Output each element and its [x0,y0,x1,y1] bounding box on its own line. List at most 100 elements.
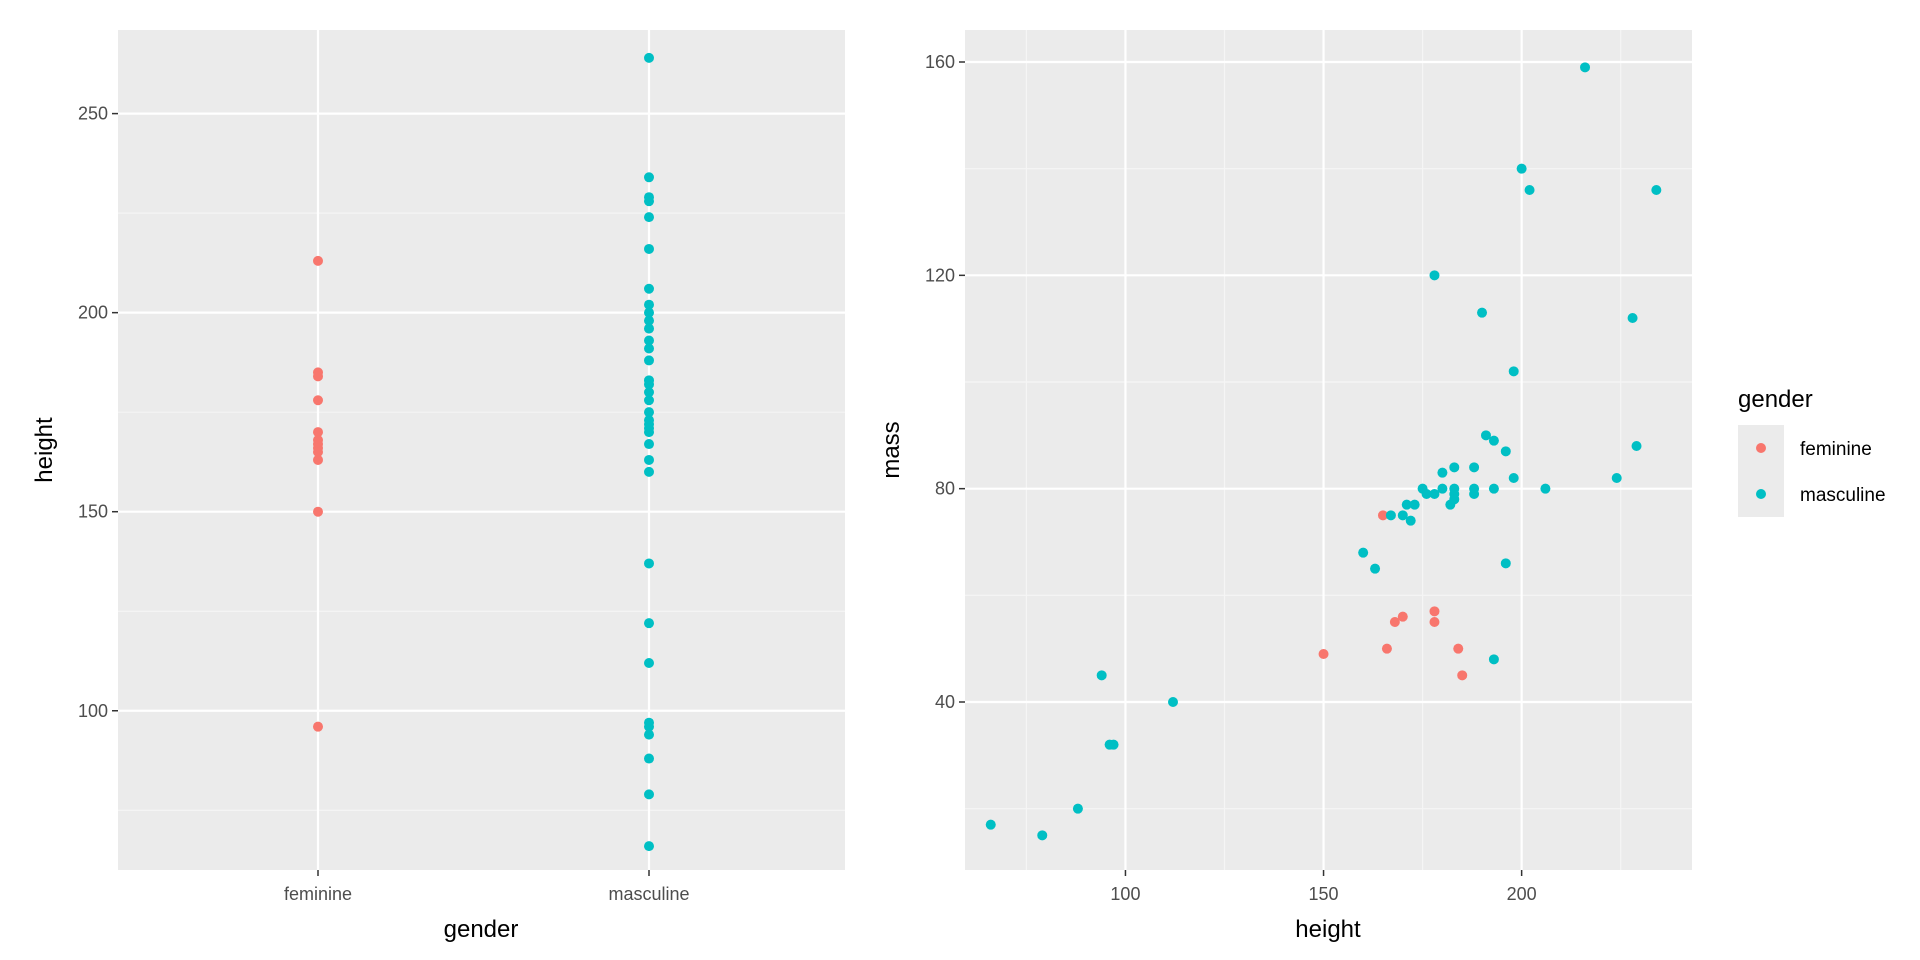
point-masculine [1437,467,1448,478]
right-x-tick-labels: 100 150 200 [1110,870,1537,904]
left-panel-background [118,30,845,870]
point-masculine [1370,563,1381,574]
point-feminine [313,395,323,406]
point-masculine [1405,515,1416,526]
point-masculine [644,427,654,438]
right-panel: 100 150 200 40 80 120 160 height mass [878,30,1692,943]
point-masculine [644,212,654,223]
point-masculine [1072,803,1083,814]
point-masculine [1096,670,1107,681]
point-masculine [644,454,654,465]
point-masculine [1651,185,1662,195]
point-masculine [1437,483,1448,494]
point-masculine [644,196,654,207]
point-masculine [644,657,654,668]
point-masculine [1429,270,1440,281]
right-y-axis-title: mass [878,421,905,478]
point-feminine [313,427,323,438]
left-x-tick-label: masculine [608,884,689,904]
point-masculine [1477,307,1488,318]
left-panel-points [313,52,654,852]
point-masculine [1488,435,1499,446]
right-panel-points [985,62,1662,841]
right-y-tick-labels: 40 80 120 160 [925,52,965,712]
point-feminine [1429,617,1440,627]
legend-label-masculine: masculine [1800,485,1886,506]
point-feminine [313,446,323,457]
point-masculine [1358,547,1369,558]
point-feminine [1397,611,1408,622]
legend-label-feminine: feminine [1800,439,1872,460]
legend: gender feminine masculine [1738,386,1886,517]
point-masculine [1500,446,1511,457]
right-y-tick-label: 120 [925,265,955,285]
point-masculine [644,753,654,764]
point-masculine [1516,163,1527,174]
point-masculine [1469,462,1480,473]
legend-swatch-feminine [1756,443,1766,453]
point-masculine [1449,494,1460,505]
point-feminine [1429,606,1440,617]
point-masculine [644,323,654,334]
point-feminine [1381,643,1392,654]
right-x-tick-label: 100 [1110,884,1140,904]
point-masculine [1037,830,1048,841]
point-masculine [644,335,654,346]
point-masculine [644,407,654,418]
left-y-tick-label: 250 [78,104,108,124]
point-feminine [313,454,323,465]
point-masculine [1108,739,1119,750]
left-panel: feminine masculine 100 150 200 250 gender he… [31,30,845,943]
right-x-tick-label: 150 [1309,884,1339,904]
point-masculine [644,379,654,390]
point-feminine [1457,670,1468,681]
point-masculine [1449,462,1460,473]
point-masculine [1429,489,1440,499]
point-masculine [644,729,654,740]
point-masculine [644,558,654,569]
point-masculine [1524,185,1535,195]
right-x-tick-label: 200 [1507,884,1537,904]
point-masculine [1469,489,1480,499]
point-masculine [1488,483,1499,494]
point-masculine [1488,654,1499,665]
point-masculine [644,439,654,450]
point-feminine [1318,649,1329,659]
point-masculine [644,172,654,183]
point-masculine [1627,313,1638,323]
left-x-tick-labels: feminine masculine [284,870,690,904]
point-feminine [313,371,323,382]
point-masculine [1540,483,1551,494]
left-y-tick-label: 200 [78,303,108,323]
point-masculine [644,299,654,310]
point-masculine [644,315,654,326]
right-x-axis-title: height [1295,916,1361,943]
left-y-tick-label: 150 [78,502,108,522]
point-masculine [1167,697,1178,707]
point-masculine [1397,510,1408,521]
left-y-axis-title: height [31,417,58,483]
point-masculine [1401,499,1412,510]
point-masculine [1508,366,1519,377]
point-masculine [644,618,654,629]
point-masculine [1385,510,1396,521]
point-feminine [313,255,323,266]
left-x-axis-title: gender [444,916,519,943]
point-masculine [644,387,654,398]
left-x-tick-label: feminine [284,884,352,904]
point-feminine [313,506,323,517]
legend-title: gender [1738,386,1813,413]
point-masculine [644,283,654,294]
point-masculine [1480,430,1491,441]
point-masculine [644,841,654,852]
point-masculine [1611,473,1622,483]
point-masculine [644,355,654,366]
point-masculine [644,789,654,800]
left-y-tick-labels: 100 150 200 250 [78,104,118,721]
point-masculine [644,307,654,318]
point-masculine [1508,473,1519,483]
legend-swatch-masculine [1756,489,1766,499]
right-y-tick-label: 160 [925,52,955,72]
point-feminine [1389,617,1400,627]
